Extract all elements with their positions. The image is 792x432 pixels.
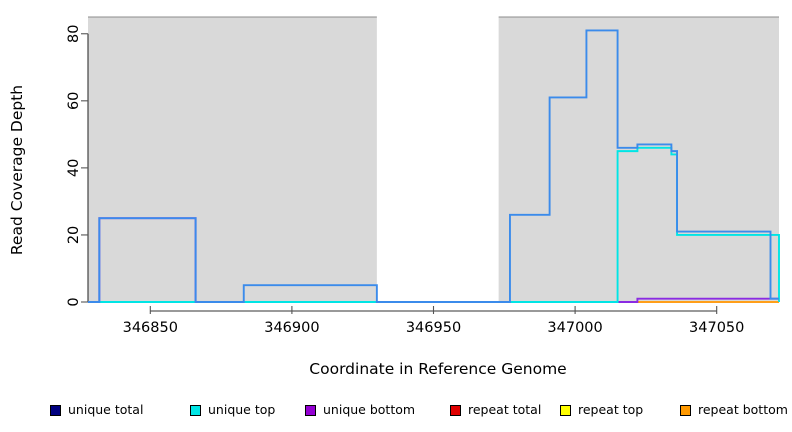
legend-item-label: unique total <box>68 401 144 417</box>
shaded-region-0 <box>88 17 377 302</box>
series-line-unique-total <box>88 29 779 303</box>
legend-swatch-icon <box>560 404 571 416</box>
shaded-region-1 <box>498 17 779 302</box>
legend-swatch-icon <box>450 404 461 416</box>
x-axis-label: Coordinate in Reference Genome <box>309 360 566 378</box>
axis-labels-group: Coordinate in Reference Genome Read Cove… <box>8 85 567 378</box>
legend-item-label: repeat top <box>578 401 644 417</box>
legend-item-label: repeat total <box>468 401 542 417</box>
y-axis-tick-label: 80 <box>66 25 82 43</box>
y-axis-tick-label: 0 <box>66 297 82 306</box>
legend-item-unique-bottom: unique bottom <box>305 401 416 417</box>
legend-item-repeat-top: repeat top <box>560 401 644 417</box>
x-axis-tick-label: 347050 <box>689 320 744 336</box>
legend-swatch-icon <box>190 404 201 416</box>
legend-item-label: unique bottom <box>323 401 416 417</box>
shaded-regions-group <box>88 16 779 302</box>
legend-item-repeat-bottom: repeat bottom <box>680 401 788 417</box>
legend-swatch-icon <box>305 404 316 416</box>
legend-swatch-icon <box>680 404 691 416</box>
x-axis-tick-label: 346900 <box>264 320 319 336</box>
chart-legend: unique total unique top unique bottom repea… <box>0 396 792 424</box>
legend-item-unique-top: unique top <box>190 401 276 417</box>
axes-group: 0 20 40 60 80 346850 346900 346950 347000 347050 <box>66 25 744 336</box>
x-axis-tick-label: 346850 <box>123 320 178 336</box>
legend-item-label: repeat bottom <box>698 401 788 417</box>
x-axis-tick-label: 347000 <box>547 320 602 336</box>
y-axis-label: Read Coverage Depth <box>8 85 26 255</box>
y-axis-tick-label: 60 <box>66 92 82 110</box>
y-axis-tick-label: 20 <box>66 226 82 244</box>
legend-item-repeat-total: repeat total <box>450 401 542 417</box>
legend-swatch-icon <box>50 404 61 416</box>
legend-item-unique-total: unique total <box>50 401 144 417</box>
legend-item-label: unique top <box>208 401 276 417</box>
series-group <box>88 29 780 303</box>
y-axis-tick-label: 40 <box>66 159 82 177</box>
x-axis-tick-label: 346950 <box>406 320 461 336</box>
